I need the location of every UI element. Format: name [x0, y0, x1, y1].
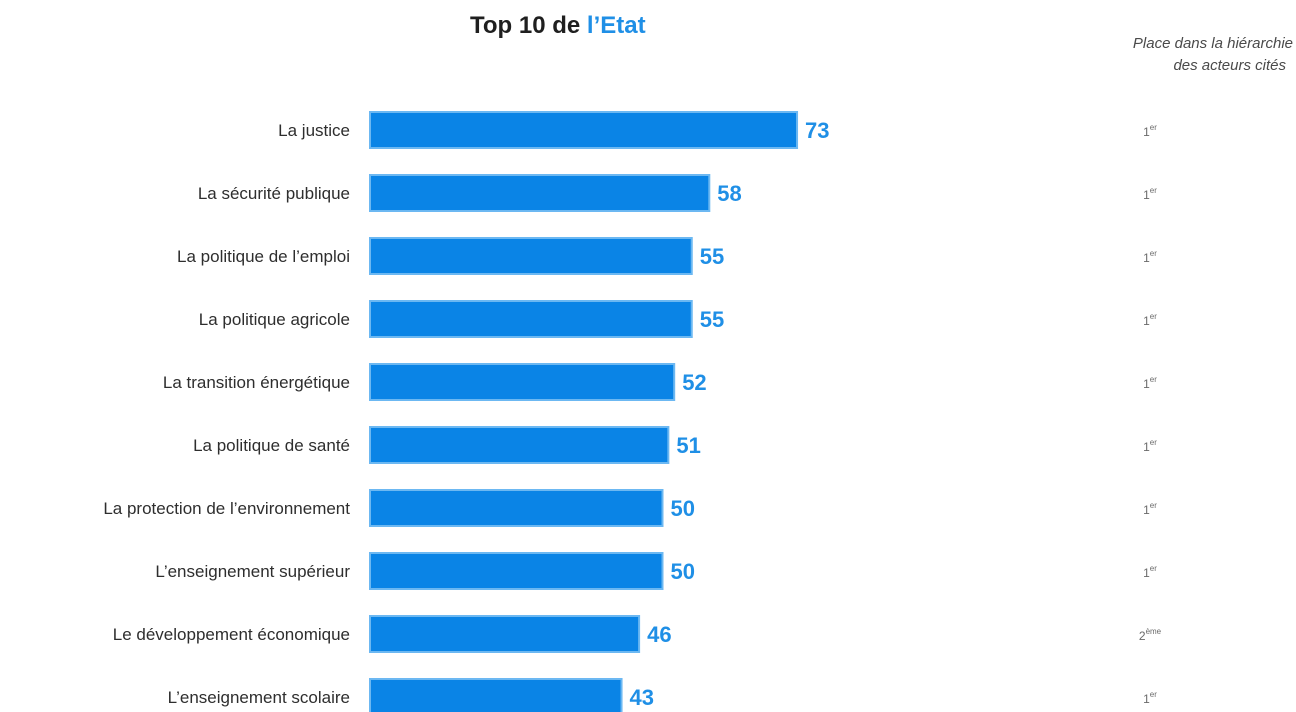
rank-suffix: er — [1150, 501, 1157, 510]
rank-suffix: ème — [1146, 627, 1162, 636]
value-label: 52 — [682, 370, 706, 395]
rank-number: 1 — [1143, 125, 1150, 139]
rank-number: 1 — [1143, 503, 1150, 517]
category-label: La politique de santé — [193, 436, 350, 455]
value-label: 55 — [700, 244, 724, 269]
bar — [369, 489, 664, 527]
value-label: 55 — [700, 307, 724, 332]
value-label: 43 — [630, 685, 654, 710]
category-label: La politique agricole — [199, 310, 350, 329]
bar-row: Le développement économique 46 2ème — [113, 615, 1162, 653]
rank-number: 1 — [1143, 692, 1150, 706]
rank-suffix: er — [1150, 438, 1157, 447]
category-label: Le développement économique — [113, 625, 350, 644]
rank-number: 1 — [1143, 188, 1150, 202]
bar-row: La transition énergétique 52 1er — [163, 363, 1157, 401]
chart-title-prefix: Top 10 de — [470, 12, 587, 39]
category-label: L’enseignement supérieur — [155, 562, 350, 581]
rank-header-line2: des acteurs cités — [1173, 57, 1286, 74]
value-label: 51 — [676, 433, 700, 458]
bar-row: L’enseignement scolaire 43 1er — [168, 678, 1157, 712]
category-label: La politique de l’emploi — [177, 247, 350, 266]
bar-row: La politique de l’emploi 55 1er — [177, 237, 1157, 275]
rank-suffix: er — [1150, 375, 1157, 384]
rank-number: 1 — [1143, 314, 1150, 328]
rank-label: 1er — [1143, 312, 1157, 328]
rank-suffix: er — [1150, 564, 1157, 573]
value-label: 50 — [671, 496, 695, 521]
bar — [369, 615, 641, 653]
bar-row: La justice 73 1er — [278, 111, 1157, 149]
value-label: 73 — [805, 118, 829, 143]
rank-column-header: Place dans la hiérarchie des acteurs cit… — [1018, 33, 1293, 77]
category-label: La transition énergétique — [163, 373, 350, 392]
bar — [369, 237, 693, 275]
value-label: 50 — [671, 559, 695, 584]
bar — [369, 111, 799, 149]
bar-row: La politique agricole 55 1er — [199, 300, 1157, 338]
rank-number: 1 — [1143, 251, 1150, 265]
rank-label: 1er — [1143, 249, 1157, 265]
category-label: L’enseignement scolaire — [168, 688, 350, 707]
category-label: La protection de l’environnement — [103, 499, 350, 518]
rank-suffix: er — [1150, 186, 1157, 195]
category-label: La sécurité publique — [198, 184, 350, 203]
rank-suffix: er — [1150, 690, 1157, 699]
rank-suffix: er — [1150, 249, 1157, 258]
chart-title: Top 10 de l’Etat — [470, 12, 646, 40]
bar — [369, 552, 664, 590]
value-label: 46 — [647, 622, 671, 647]
rank-label: 1er — [1143, 123, 1157, 139]
bar-row: La sécurité publique 58 1er — [198, 174, 1157, 212]
bar-row: L’enseignement supérieur 50 1er — [155, 552, 1157, 590]
bar-row: La politique de santé 51 1er — [193, 426, 1157, 464]
chart-title-highlight: l’Etat — [586, 12, 646, 39]
bar-row: La protection de l’environnement 50 1er — [103, 489, 1157, 527]
bar — [369, 678, 623, 712]
rank-label: 1er — [1143, 438, 1157, 454]
value-label: 58 — [717, 181, 741, 206]
rank-header-line1: Place dans la hiérarchie — [1132, 35, 1293, 52]
rank-number: 1 — [1143, 377, 1150, 391]
bar — [369, 426, 670, 464]
rank-number: 1 — [1143, 566, 1150, 580]
bar — [369, 363, 676, 401]
rank-suffix: er — [1150, 312, 1157, 321]
rank-label: 1er — [1143, 564, 1157, 580]
category-label: La justice — [278, 121, 350, 140]
rank-number: 2 — [1139, 629, 1146, 643]
bar — [369, 174, 711, 212]
rank-suffix: er — [1150, 123, 1157, 132]
rank-label: 1er — [1143, 501, 1157, 517]
rank-label: 2ème — [1139, 627, 1162, 643]
rank-label: 1er — [1143, 375, 1157, 391]
bar — [369, 300, 693, 338]
rank-number: 1 — [1143, 440, 1150, 454]
rank-label: 1er — [1143, 690, 1157, 706]
rank-label: 1er — [1143, 186, 1157, 202]
